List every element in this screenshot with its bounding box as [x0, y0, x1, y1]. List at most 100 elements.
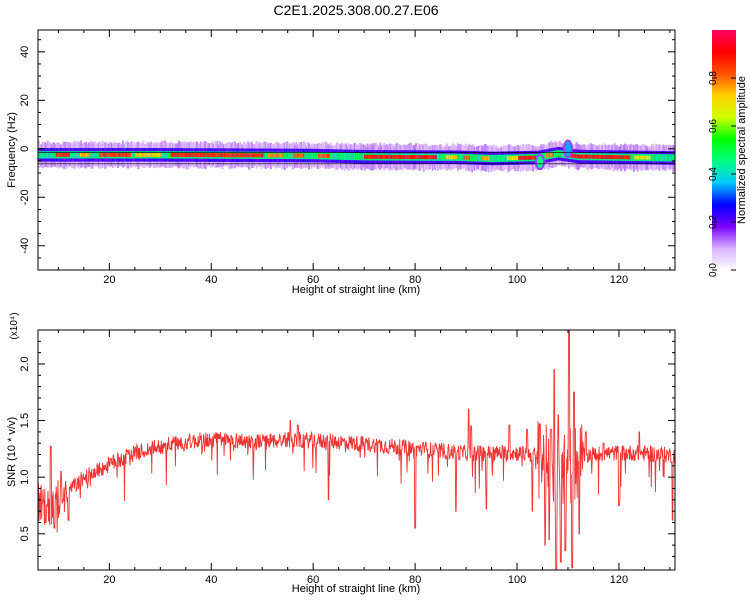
band-hot	[604, 154, 607, 159]
band-hot	[187, 152, 189, 157]
band-hot	[636, 155, 639, 160]
band-core	[650, 154, 653, 162]
band-hot	[612, 155, 615, 160]
band-core	[329, 152, 332, 160]
band-hot	[282, 153, 285, 158]
band-core	[39, 151, 42, 159]
band-hot	[292, 153, 295, 158]
band-core	[91, 151, 94, 159]
band-hot	[151, 152, 154, 157]
band-core	[671, 154, 674, 162]
band-core	[133, 151, 136, 159]
band-hot	[195, 153, 198, 158]
band-hot	[102, 152, 105, 157]
band-hot	[645, 155, 648, 160]
band-hot	[613, 155, 616, 160]
band-core	[132, 151, 135, 159]
band-hot	[153, 152, 156, 157]
band-core	[491, 154, 494, 163]
band-hot	[59, 152, 62, 157]
band-hot	[64, 152, 67, 157]
band-core	[440, 153, 443, 161]
band-hot	[159, 152, 161, 157]
snr-x-tick-label-80: 80	[409, 574, 421, 586]
spectrogram-y-tick-label-40: 40	[19, 46, 31, 58]
band-hot	[406, 155, 409, 160]
colorbar: 0.0 0.2 0.4 0.6 0.8 Normalized spectral ampl…	[708, 30, 748, 277]
band-hot	[486, 156, 489, 161]
band-hot	[207, 153, 210, 158]
band-hot	[323, 153, 326, 158]
band-hot	[118, 152, 121, 157]
band-hot	[646, 155, 649, 160]
band-hot	[606, 154, 609, 159]
band-core	[342, 152, 345, 160]
band-hot	[244, 153, 247, 158]
band-core	[559, 150, 561, 158]
band-hot	[175, 152, 178, 157]
band-hot	[416, 155, 419, 160]
snr-y-tick-label-1: 1.0	[19, 470, 31, 485]
band-hot	[402, 154, 405, 159]
band-hot	[250, 153, 253, 158]
band-hot	[635, 155, 638, 160]
band-hot	[78, 152, 81, 157]
band-core	[561, 150, 564, 158]
band-hot	[294, 153, 296, 158]
band-hot	[638, 155, 640, 160]
band-core	[499, 154, 502, 162]
band-core	[334, 152, 337, 160]
band-core	[72, 151, 75, 159]
band-hot	[156, 152, 159, 157]
band-hot	[381, 154, 384, 159]
band-hot	[588, 154, 591, 159]
band-hot	[366, 154, 369, 159]
band-hot	[234, 153, 237, 158]
band-hot	[525, 155, 528, 160]
band-hot	[399, 154, 402, 159]
band-hot	[644, 155, 647, 160]
band-hot	[410, 155, 412, 160]
colorbar-tick-label-0.2: 0.2	[708, 215, 719, 229]
band-hot	[426, 155, 429, 160]
band-core	[96, 151, 99, 159]
band-hot	[394, 154, 397, 159]
band-hot	[252, 153, 254, 158]
band-hot	[276, 153, 279, 158]
band-core	[287, 151, 290, 160]
band-core	[73, 151, 76, 159]
band-hot	[380, 154, 383, 159]
band-hot	[485, 156, 488, 161]
band-hot	[114, 152, 117, 157]
band-core	[331, 152, 333, 160]
band-core	[339, 152, 342, 160]
band-hot	[143, 152, 146, 157]
band-hot	[607, 154, 610, 159]
band-hot	[488, 156, 491, 161]
band-core	[359, 153, 361, 161]
band-hot	[134, 152, 137, 157]
band-hot	[145, 152, 147, 157]
band-hot	[297, 153, 300, 158]
band-hot	[370, 154, 373, 159]
band-hot	[180, 152, 183, 157]
band-hot	[517, 155, 519, 160]
band-hot	[87, 152, 90, 157]
band-core	[305, 151, 308, 160]
band-core	[69, 151, 72, 159]
band-feature-0	[564, 141, 571, 157]
band-hot	[226, 153, 229, 158]
band-hot	[583, 154, 586, 159]
band-hot	[122, 152, 124, 157]
band-hot	[648, 155, 651, 160]
band-hot	[384, 154, 387, 159]
band-hot	[120, 152, 123, 157]
band-hot	[454, 155, 457, 160]
band-hot	[55, 152, 58, 157]
band-hot	[404, 155, 407, 160]
band-hot	[592, 154, 595, 159]
band-core	[291, 151, 294, 160]
band-hot	[224, 153, 226, 158]
band-core	[266, 151, 268, 159]
